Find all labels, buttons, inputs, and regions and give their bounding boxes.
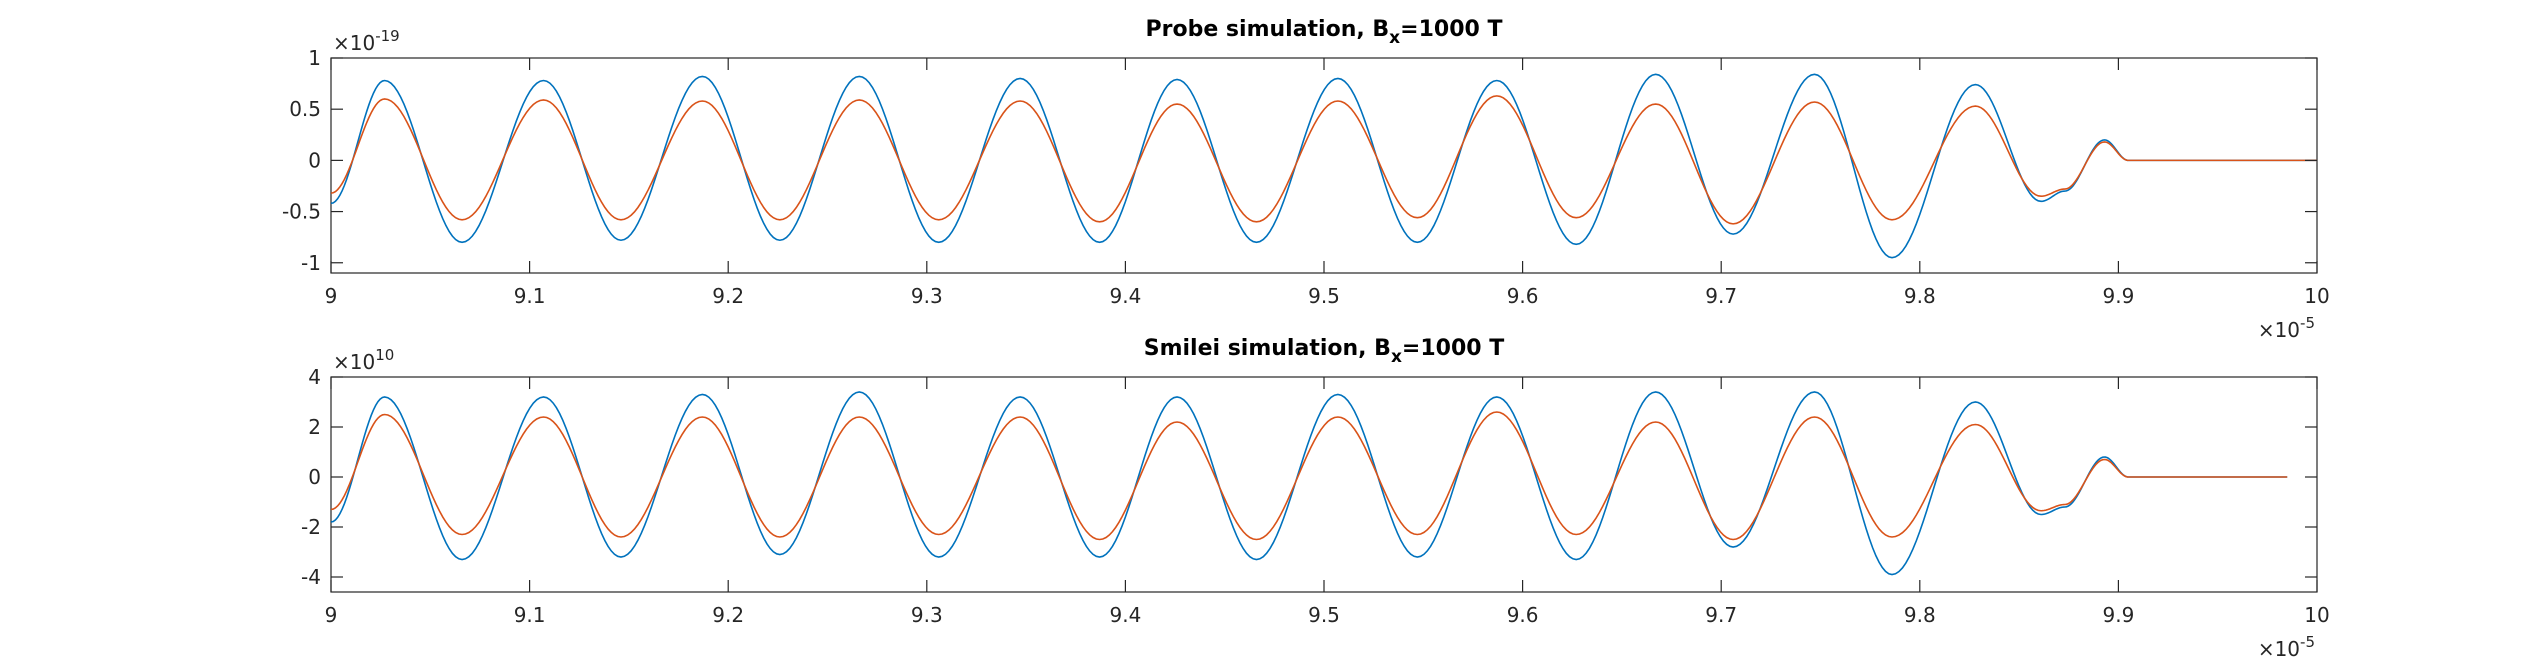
x-tick-label: 9.1 (514, 603, 546, 627)
y-tick-label: 1 (308, 46, 321, 70)
y-tick-label: 0 (308, 465, 321, 489)
x-exponent-label: ×10-5 (2258, 314, 2315, 342)
x-exponent-base: ×10 (2258, 637, 2300, 661)
chart-title: Smilei simulation, Bx=1000 T (1144, 336, 1505, 367)
x-tick-label: 9.6 (1507, 284, 1539, 308)
x-tick-label: 9.5 (1308, 603, 1340, 627)
x-exponent-label: ×10-5 (2258, 633, 2315, 661)
x-tick-label: 9.2 (712, 603, 744, 627)
x-tick-label: 9.3 (911, 284, 943, 308)
series-line-2 (331, 411, 2288, 541)
x-tick-label: 10 (2304, 284, 2329, 308)
x-tick-label: 9.7 (1705, 284, 1737, 308)
series-line-2 (331, 95, 2317, 225)
x-exponent-power: -5 (2300, 633, 2315, 651)
subplot-2: 9 9.1 9.2 9.3 9.4 9.5 9.6 9.7 9.8 9.9 10 -4 -2 0 2 4 ×10… (301, 336, 2330, 661)
y-exponent-base: ×10 (333, 31, 375, 55)
chart-title: Probe simulation, Bx=1000 T (1146, 17, 1503, 48)
y-exponent-label: ×10-19 (333, 27, 400, 55)
x-tick-label: 9.9 (2102, 284, 2134, 308)
x-tick-label: 9 (325, 603, 338, 627)
x-tick-label: 9.8 (1904, 603, 1936, 627)
y-exponent-base: ×10 (333, 350, 375, 374)
x-tick-label: 10 (2304, 603, 2329, 627)
x-exponent-base: ×10 (2258, 318, 2300, 342)
y-tick-label: -0.5 (282, 200, 321, 224)
x-tick-label: 9.1 (514, 284, 546, 308)
x-tick-label: 9.9 (2102, 603, 2134, 627)
chart-title-suffix: =1000 T (1400, 17, 1502, 42)
y-tick-label: 0 (308, 148, 321, 172)
subplot-1: 9 9.1 9.2 9.3 9.4 9.5 9.6 9.7 9.8 9.9 10 -1 -0.5 0 0.5… (282, 17, 2330, 342)
y-exponent-power: 10 (375, 346, 394, 364)
x-tick-label: 9.2 (712, 284, 744, 308)
chart-title-subscript: x (1391, 347, 1402, 367)
y-tick-label: 2 (308, 415, 321, 439)
x-tick-label: 9.3 (911, 603, 943, 627)
axes-box (330, 57, 2318, 274)
chart-title-main: Smilei simulation, B (1144, 336, 1391, 361)
x-exponent-power: -5 (2300, 314, 2315, 332)
x-tick-label: 9.5 (1308, 284, 1340, 308)
x-tick-label: 9.8 (1904, 284, 1936, 308)
x-tick-label: 9.4 (1109, 284, 1141, 308)
y-tick-label: -1 (301, 251, 321, 275)
chart-title-main: Probe simulation, B (1146, 17, 1390, 42)
y-tick-label: 4 (308, 365, 321, 389)
y-tick-label: -4 (301, 565, 321, 589)
chart-title-suffix: =1000 T (1402, 336, 1504, 361)
y-tick-label: -2 (301, 515, 321, 539)
x-tick-label: 9.7 (1705, 603, 1737, 627)
series-line-1 (331, 391, 2288, 576)
y-exponent-label: ×1010 (333, 346, 394, 374)
x-tick-label: 9 (325, 284, 338, 308)
x-tick-label: 9.6 (1507, 603, 1539, 627)
chart-title-subscript: x (1389, 28, 1400, 48)
axes-box (330, 376, 2318, 593)
x-tick-label: 9.4 (1109, 603, 1141, 627)
y-tick-label: 0.5 (289, 97, 321, 121)
y-exponent-power: -19 (375, 27, 400, 45)
